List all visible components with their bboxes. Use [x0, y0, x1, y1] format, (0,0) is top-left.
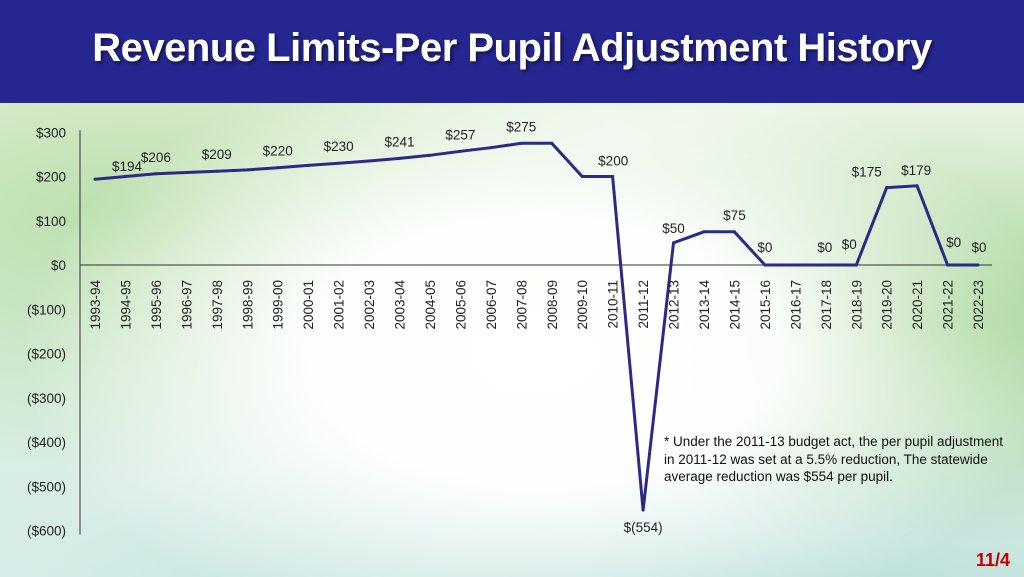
data-label: $0 — [817, 240, 832, 255]
data-label: $0 — [757, 240, 772, 255]
background — [0, 103, 1024, 577]
data-point — [489, 146, 493, 150]
title-bar: Revenue Limits-Per Pupil Adjustment Hist… — [0, 0, 1024, 103]
page-number: 11/4 — [975, 550, 1010, 570]
data-label: $206 — [141, 150, 171, 165]
data-label: $179 — [901, 163, 931, 178]
data-point — [946, 263, 950, 267]
y-tick-label: $100 — [36, 214, 66, 229]
x-tick-label: 2018-19 — [849, 280, 864, 330]
x-tick-label: 2010-11 — [606, 280, 621, 329]
data-point — [306, 163, 310, 167]
x-tick-label: 2007-08 — [514, 280, 529, 330]
y-tick-label: ($400) — [27, 435, 66, 450]
data-label: $0 — [972, 240, 987, 255]
x-tick-label: 1995-96 — [149, 280, 164, 330]
x-tick-label: 2005-06 — [453, 280, 468, 330]
data-label: $175 — [852, 165, 882, 180]
data-point — [184, 171, 188, 175]
y-tick-label: ($200) — [27, 347, 66, 362]
data-label: $194 — [112, 159, 143, 174]
footnote: * Under the 2011-13 budget act, the per … — [664, 434, 1003, 484]
data-point — [824, 263, 828, 267]
data-point — [428, 153, 432, 157]
data-point — [611, 175, 615, 178]
x-tick-label: 2000-01 — [301, 280, 316, 330]
y-tick-label: $0 — [51, 258, 66, 273]
data-point — [580, 175, 584, 178]
x-tick-label: 2015-16 — [758, 280, 773, 330]
data-point — [519, 141, 523, 145]
y-tick-label: ($100) — [27, 302, 66, 317]
data-point — [550, 141, 554, 145]
data-point — [793, 263, 797, 267]
y-tick-label: ($600) — [27, 524, 66, 539]
data-label: $0 — [946, 235, 961, 250]
data-point — [215, 169, 219, 173]
data-point — [398, 156, 401, 160]
data-label: $200 — [598, 154, 628, 169]
data-point — [367, 159, 371, 163]
data-label: $(554) — [624, 520, 663, 535]
data-label: $75 — [723, 208, 746, 223]
data-label: $209 — [202, 147, 232, 162]
x-tick-label: 2002-03 — [362, 280, 377, 330]
x-tick-label: 2014-15 — [727, 280, 742, 330]
data-label: $0 — [842, 237, 857, 252]
x-tick-label: 2017-18 — [819, 280, 834, 330]
data-point — [93, 177, 97, 181]
y-tick-label: $300 — [36, 125, 66, 140]
x-tick-label: 1993-94 — [88, 280, 103, 330]
y-tick-label: $200 — [36, 170, 66, 185]
data-point — [915, 184, 919, 188]
data-label: $241 — [384, 134, 414, 149]
x-tick-label: 2020-21 — [910, 280, 925, 330]
x-tick-label: 1997-98 — [210, 280, 225, 330]
data-point — [976, 263, 980, 267]
x-tick-label: 1996-97 — [179, 280, 194, 330]
data-label: $257 — [445, 127, 475, 142]
y-tick-label: ($500) — [27, 479, 66, 494]
x-tick-label: 1998-99 — [240, 280, 255, 330]
x-tick-label: 2022-23 — [971, 280, 986, 330]
x-tick-label: 2003-04 — [393, 280, 408, 330]
data-point — [763, 263, 767, 267]
data-point — [885, 186, 889, 190]
data-point — [245, 168, 249, 172]
data-point — [641, 508, 645, 512]
data-point — [458, 149, 462, 153]
data-point — [702, 230, 706, 234]
data-label: $230 — [324, 139, 354, 154]
data-point — [337, 161, 341, 165]
data-point — [854, 263, 858, 267]
y-tick-label: ($300) — [27, 391, 66, 406]
x-tick-label: 1999-00 — [271, 280, 286, 330]
data-label: $50 — [662, 221, 685, 236]
x-tick-label: 2011-12 — [636, 280, 651, 329]
data-label: $275 — [506, 119, 536, 134]
x-tick-label: 2009-10 — [575, 280, 590, 330]
x-tick-label: 2001-02 — [332, 280, 347, 330]
x-tick-label: 2013-14 — [697, 280, 712, 330]
x-tick-label: 2004-05 — [423, 280, 438, 330]
x-tick-label: 2016-17 — [788, 280, 803, 330]
x-tick-label: 1994-95 — [118, 280, 133, 330]
data-point — [732, 230, 736, 234]
data-label: $220 — [263, 144, 293, 159]
data-point — [154, 172, 158, 176]
x-tick-label: 2008-09 — [545, 280, 560, 330]
x-tick-label: 2012-13 — [667, 280, 682, 330]
data-point — [123, 175, 127, 178]
x-tick-label: 2006-07 — [484, 280, 499, 330]
x-tick-label: 2021-22 — [941, 280, 956, 330]
data-point — [672, 241, 676, 245]
page-title: Revenue Limits-Per Pupil Adjustment Hist… — [92, 26, 932, 70]
x-tick-label: 2019-20 — [880, 280, 895, 330]
data-point — [276, 166, 280, 170]
series-line — [94, 141, 978, 511]
